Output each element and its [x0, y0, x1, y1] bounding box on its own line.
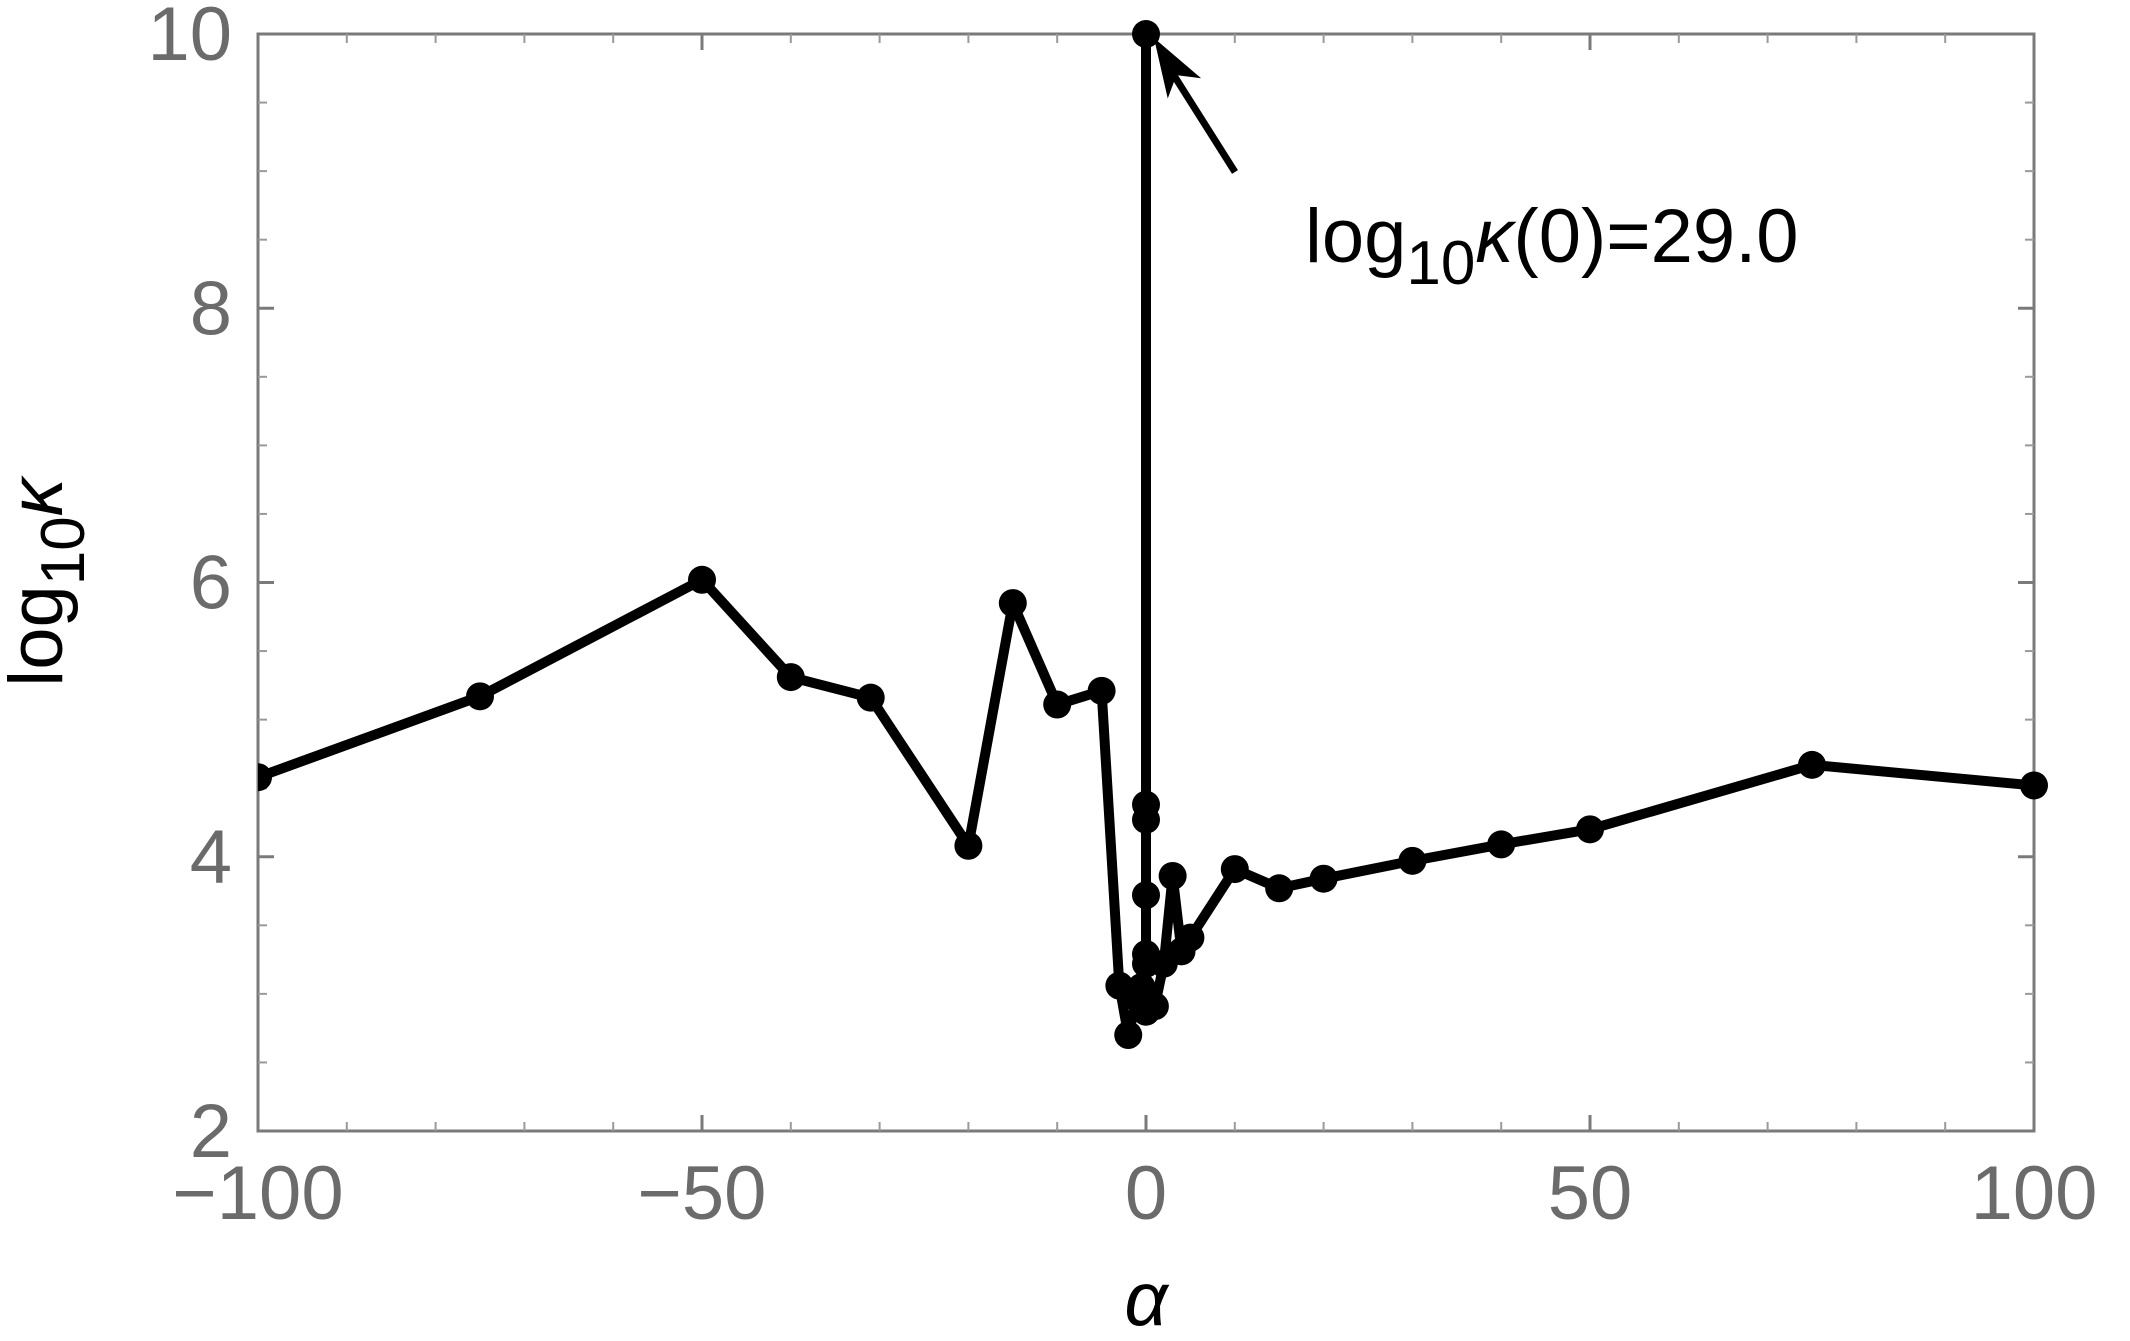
data-point — [1176, 923, 1205, 952]
y-axis-log: log — [0, 585, 79, 686]
annotation-log: log — [1305, 194, 1406, 279]
data-point — [1487, 830, 1516, 859]
data-point — [1132, 790, 1160, 819]
data-point — [1576, 815, 1604, 844]
data-point — [466, 682, 494, 711]
data-point — [1140, 992, 1169, 1021]
y-axis-kappa: κ — [0, 474, 79, 516]
data-point — [1220, 855, 1249, 884]
annotation-kappa: κ — [1475, 194, 1517, 279]
annotation-subscript: 10 — [1406, 229, 1475, 298]
x-axis-title: α — [1124, 1257, 1170, 1341]
data-point — [954, 831, 983, 860]
data-point — [1398, 846, 1427, 875]
y-axis-title: log10κ — [0, 474, 98, 686]
x-tick-label: −100 — [172, 1151, 343, 1236]
data-point — [856, 683, 885, 712]
data-point — [998, 589, 1027, 618]
data-point — [1132, 881, 1160, 910]
data-point — [1132, 20, 1160, 48]
data-point — [1158, 861, 1187, 890]
data-point — [1265, 874, 1294, 903]
annotation-arrow-shaft — [1165, 64, 1238, 174]
annotation-label: log10κ(0)=29.0 — [1305, 194, 1799, 298]
data-point — [688, 565, 716, 594]
x-tick-label: −50 — [638, 1151, 767, 1236]
annotation-arrow-head — [1154, 38, 1202, 99]
data-point — [1309, 864, 1338, 893]
y-tick-label: 8 — [190, 266, 232, 351]
data-point — [1043, 690, 1072, 719]
y-axis-title-group: log10κ — [0, 474, 98, 686]
y-tick-label: 10 — [147, 0, 232, 77]
data-point — [776, 663, 805, 692]
y-axis-subscript: 10 — [29, 516, 98, 585]
y-tick-label: 2 — [190, 1089, 232, 1174]
data-point — [1798, 750, 1826, 779]
y-tick-label: 6 — [190, 541, 232, 626]
y-tick-label: 4 — [190, 815, 232, 900]
x-tick-label: 50 — [1548, 1151, 1633, 1236]
data-point — [1114, 1021, 1143, 1050]
data-point — [2020, 771, 2048, 800]
x-tick-label: 100 — [1971, 1151, 2098, 1236]
data-point — [1087, 676, 1116, 705]
x-tick-label: 0 — [1125, 1151, 1167, 1236]
data-point — [258, 763, 272, 792]
annotation-value: (0)=29.0 — [1513, 194, 1798, 279]
